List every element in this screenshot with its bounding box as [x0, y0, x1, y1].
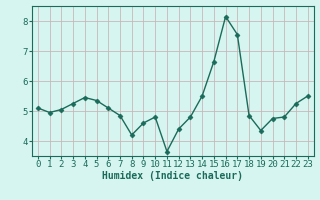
X-axis label: Humidex (Indice chaleur): Humidex (Indice chaleur) [102, 171, 243, 181]
